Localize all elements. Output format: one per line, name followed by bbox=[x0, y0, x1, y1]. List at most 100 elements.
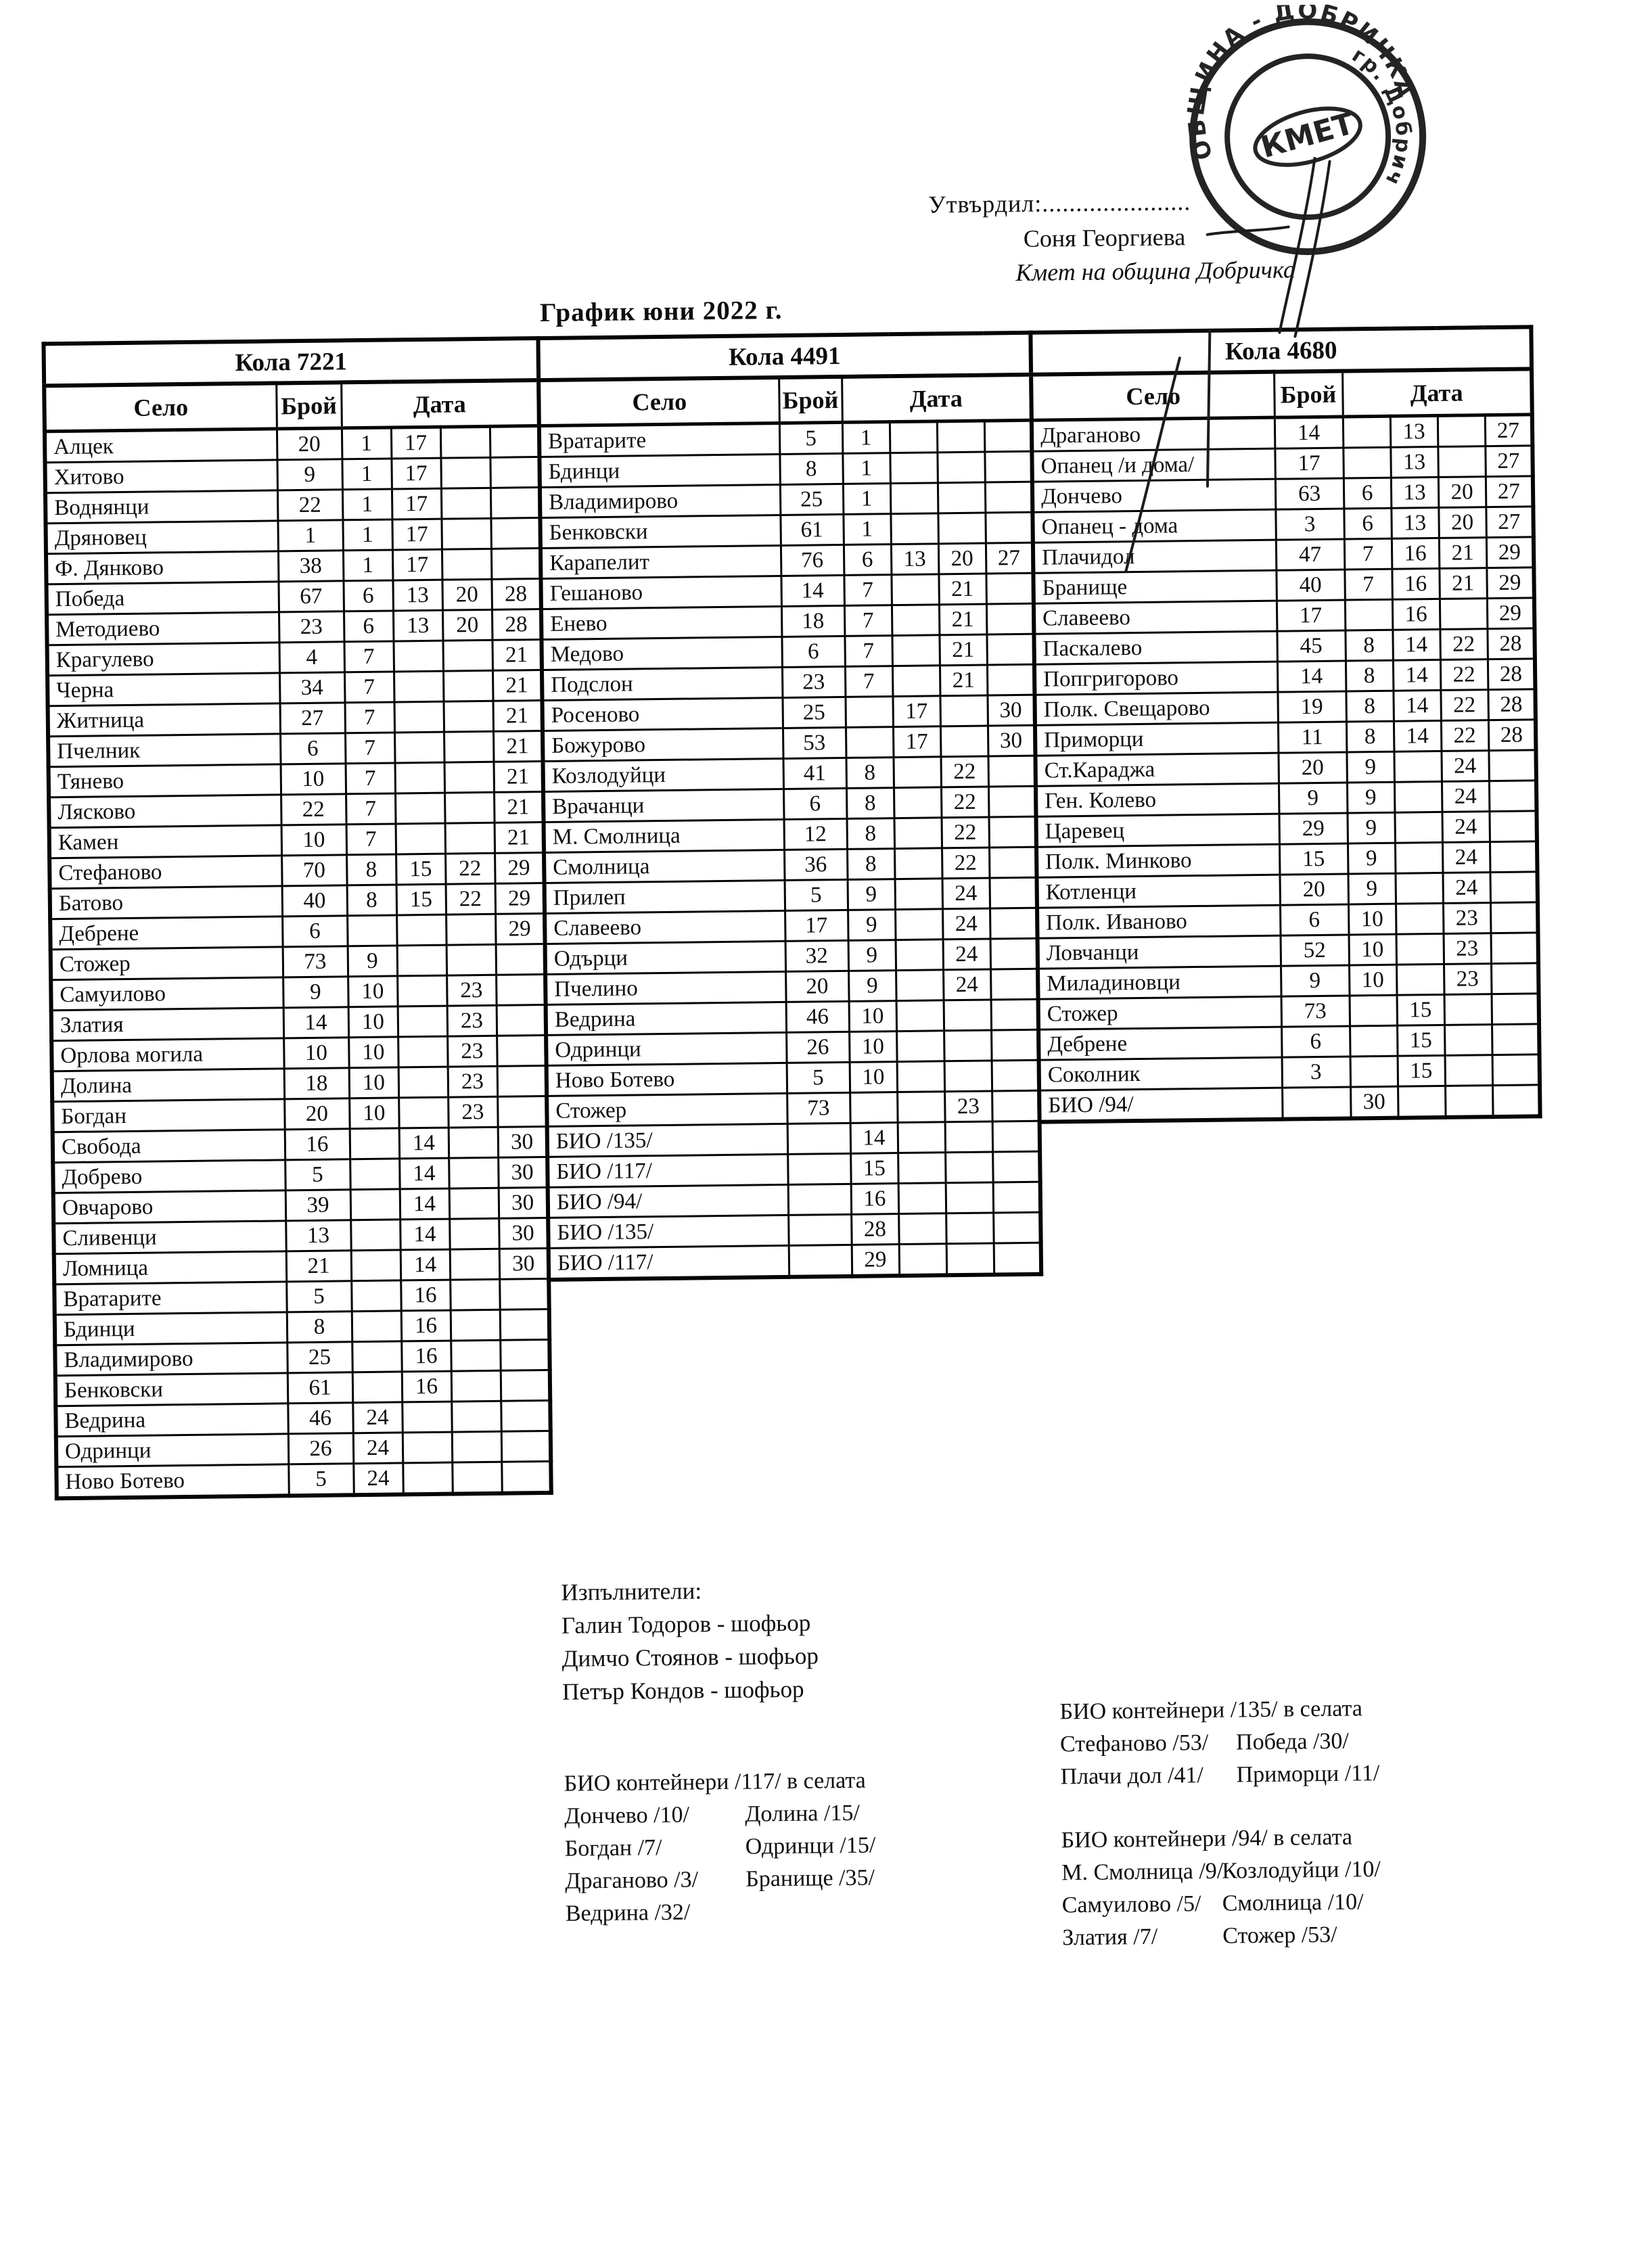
date-cell bbox=[398, 1097, 449, 1128]
village-cell: Подслон bbox=[541, 667, 783, 701]
date-cell bbox=[990, 969, 1038, 1000]
date-cell bbox=[1344, 599, 1393, 631]
date-cell: 13 bbox=[392, 610, 443, 641]
village-cell: Одърци bbox=[545, 941, 786, 975]
date-cell bbox=[402, 1432, 453, 1463]
date-cell bbox=[395, 823, 446, 854]
date-cell: 22 bbox=[445, 883, 496, 915]
date-cell bbox=[898, 1213, 946, 1245]
date-cell: 14 bbox=[1393, 720, 1442, 752]
village-cell: Прилеп bbox=[544, 880, 785, 914]
date-cell bbox=[446, 944, 497, 976]
count-cell: 17 bbox=[1276, 600, 1346, 632]
date-cell: 21 bbox=[492, 700, 543, 732]
date-cell: 15 bbox=[1397, 1025, 1445, 1057]
count-cell: 6 bbox=[280, 733, 346, 764]
village-cell: Опанец - дома bbox=[1032, 509, 1276, 543]
date-cell: 27 bbox=[1485, 476, 1534, 507]
count-cell: 73 bbox=[1281, 995, 1350, 1027]
date-cell: 10 bbox=[849, 1031, 897, 1063]
date-cell bbox=[489, 425, 540, 458]
date-cell: 14 bbox=[1392, 659, 1441, 691]
count-cell bbox=[787, 1184, 852, 1215]
bio-item: Козлодуйци /10/ bbox=[1221, 1857, 1381, 1884]
date-cell: 27 bbox=[1484, 414, 1533, 446]
col-header-date: Дата bbox=[341, 380, 539, 428]
village-cell: Богдан bbox=[52, 1098, 285, 1132]
date-cell bbox=[990, 908, 1038, 940]
date-cell bbox=[845, 696, 893, 728]
count-cell: 18 bbox=[283, 1067, 350, 1099]
count-cell: 9 bbox=[1278, 783, 1348, 814]
date-cell: 14 bbox=[400, 1219, 450, 1250]
bio-heading: БИО контейнери /94/ в селата bbox=[1061, 1824, 1353, 1853]
date-cell: 10 bbox=[348, 1067, 399, 1098]
date-cell bbox=[990, 999, 1039, 1031]
village-cell: Бдинци bbox=[539, 454, 780, 488]
date-cell: 22 bbox=[445, 853, 495, 885]
date-cell: 8 bbox=[1345, 630, 1393, 662]
date-cell: 24 bbox=[1441, 781, 1490, 812]
count-cell: 12 bbox=[783, 818, 848, 850]
village-cell: Хитово bbox=[45, 459, 277, 493]
count-cell: 5 bbox=[285, 1159, 350, 1190]
date-cell bbox=[499, 1278, 549, 1310]
date-cell bbox=[988, 786, 1036, 818]
date-cell: 29 bbox=[851, 1244, 900, 1276]
date-cell bbox=[351, 1310, 402, 1342]
date-cell: 9 bbox=[847, 879, 896, 910]
date-cell bbox=[1350, 1056, 1398, 1087]
date-cell: 7 bbox=[844, 666, 893, 697]
date-cell: 24 bbox=[1441, 750, 1489, 782]
bio-list-column: Победа /30/ Приморци /11/ bbox=[1236, 1725, 1380, 1791]
date-cell: 6 bbox=[1344, 508, 1392, 540]
village-cell: Врачанци bbox=[543, 789, 784, 823]
date-cell bbox=[986, 603, 1034, 635]
date-cell bbox=[490, 487, 541, 519]
date-cell: 8 bbox=[847, 848, 895, 880]
bio-heading: БИО контейнери /117/ в селата bbox=[564, 1767, 866, 1797]
date-cell bbox=[451, 1431, 502, 1463]
date-cell bbox=[1343, 447, 1391, 479]
bio-item: Дончево /10/ bbox=[564, 1802, 690, 1829]
date-cell bbox=[944, 1060, 992, 1092]
village-cell: Владимирово bbox=[55, 1342, 288, 1376]
date-cell bbox=[895, 908, 943, 940]
date-cell bbox=[897, 1091, 945, 1123]
approver-name: Соня Георгиева bbox=[1023, 223, 1186, 252]
date-cell: 10 bbox=[1348, 934, 1397, 965]
bio-heading: БИО контейнери /135/ в селата bbox=[1059, 1696, 1363, 1725]
date-cell bbox=[991, 1060, 1040, 1091]
date-cell: 9 bbox=[848, 970, 896, 1002]
village-cell: Смолница bbox=[544, 850, 785, 883]
date-cell bbox=[394, 671, 444, 702]
village-cell: Самуилово bbox=[51, 977, 283, 1011]
date-cell: 8 bbox=[346, 884, 397, 916]
village-cell: Ново Ботево bbox=[56, 1464, 289, 1499]
count-cell: 20 bbox=[276, 427, 342, 460]
date-cell bbox=[896, 969, 944, 1001]
count-cell: 18 bbox=[781, 605, 845, 637]
date-cell bbox=[402, 1402, 452, 1433]
date-cell bbox=[895, 939, 944, 971]
date-cell: 8 bbox=[1346, 721, 1394, 753]
village-cell: Черна bbox=[47, 672, 280, 706]
date-cell bbox=[986, 664, 1035, 696]
date-cell bbox=[1491, 963, 1539, 994]
count-cell bbox=[787, 1123, 851, 1155]
village-cell: Росеново bbox=[542, 697, 783, 731]
date-cell bbox=[490, 517, 541, 549]
bio-item: Одринци /15/ bbox=[745, 1832, 876, 1859]
count-cell: 20 bbox=[284, 1098, 350, 1130]
bio-item: М. Смолница /9/ bbox=[1061, 1858, 1224, 1886]
date-cell bbox=[1444, 1024, 1492, 1056]
date-cell bbox=[992, 1182, 1041, 1213]
date-cell: 16 bbox=[401, 1341, 451, 1372]
bio-item: Самуилово /5/ bbox=[1061, 1891, 1201, 1918]
village-cell: Пчелино bbox=[545, 971, 786, 1005]
date-cell: 13 bbox=[1391, 507, 1439, 539]
executor-name: Галин Тодоров - шофьор bbox=[561, 1609, 811, 1639]
count-cell bbox=[1282, 1086, 1351, 1119]
count-cell: 53 bbox=[782, 727, 846, 759]
schedule-table-kola-4680: Кола 4680 Село Брой Дата Драганово 14 13 27… bbox=[1028, 325, 1542, 1124]
